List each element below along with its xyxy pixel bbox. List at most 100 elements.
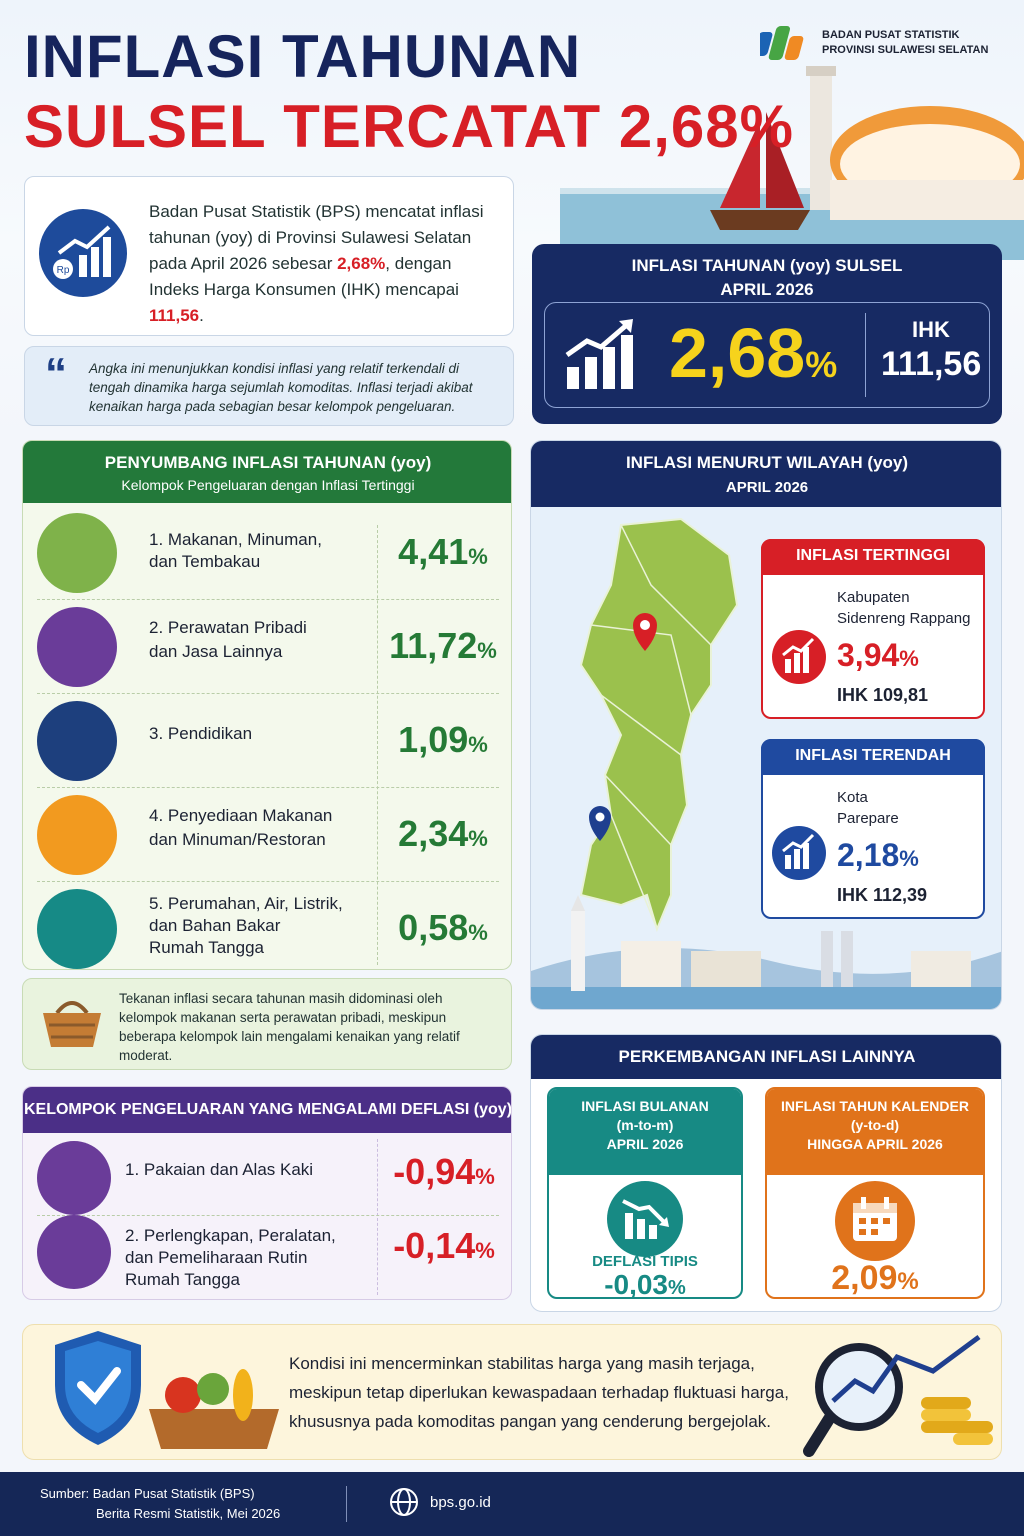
column-divider (377, 1139, 378, 1295)
shopping-basket-icon (43, 1001, 101, 1047)
category-label: 1. Makanan, Minuman, (149, 530, 322, 549)
row-divider (37, 881, 499, 882)
lowest-inflation-card: INFLASI TERENDAH Kota Parepare 2,18% IHK … (761, 739, 985, 919)
monthly-status: DEFLASI TIPIS (592, 1253, 698, 1270)
highest-value: 3,94% (837, 637, 919, 673)
row-divider (37, 693, 499, 694)
kpi-box: 2,68% IHK 111,56 (544, 302, 990, 408)
quote-text: Angka ini menunjukkan kondisi inflasi ya… (89, 361, 473, 414)
ihk-value: 111,56 (881, 345, 982, 383)
other-inflation-panel: PERKEMBANGAN INFLASI LAINNYA INFLASI BUL… (530, 1034, 1002, 1312)
page-title-line1: INFLASI TAHUNAN (24, 23, 582, 90)
category-label: Rumah Tangga (149, 938, 264, 957)
column-divider (377, 525, 378, 965)
footer: Sumber: Badan Pusat Statistik (BPS) Beri… (0, 1472, 1024, 1536)
category-icon (37, 513, 117, 593)
contributor-row: 5. Perumahan, Air, Listrik, dan Bahan Bak… (23, 883, 511, 969)
clothing-icon (37, 1141, 111, 1215)
category-label: dan Minuman/Restoran (149, 830, 326, 849)
landmark-illustration (560, 66, 1024, 260)
category-value: 4,41% (398, 531, 488, 572)
page-title-line2: SULSEL TERCATAT 2,68% (24, 93, 795, 160)
row-divider (37, 599, 499, 600)
headline-kpi-card: INFLASI TAHUNAN (yoy) SULSEL APRIL 2026 … (532, 244, 1002, 424)
regional-header: INFLASI MENURUT WILAYAH (yoy) APRIL 2026 (531, 441, 1001, 507)
growth-chart-icon (772, 826, 826, 880)
other-inflation-header: PERKEMBANGAN INFLASI LAINNYA (531, 1035, 1001, 1079)
map-pin-lowest-icon (589, 806, 611, 841)
category-label: dan Tembakau (149, 552, 261, 571)
intro-text: Badan Pusat Statistik (BPS) mencatat inf… (149, 202, 484, 325)
monthly-inflation-card: INFLASI BULANAN (m-to-m) APRIL 2026 DEFLAS… (547, 1087, 743, 1299)
monthly-value: -0,03% (604, 1269, 686, 1299)
category-label: 3. Pendidikan (149, 724, 253, 743)
category-label: dan Pemeliharaan Rutin (125, 1248, 308, 1267)
category-label: 2. Perawatan Pribadi (149, 618, 307, 637)
category-label: 2. Perlengkapan, Peralatan, (125, 1226, 336, 1245)
category-icon (37, 607, 117, 687)
declining-chart-icon (607, 1181, 683, 1257)
contributors-panel: PENYUMBANG INFLASI TAHUNAN (yoy) Kelompo… (22, 440, 512, 970)
category-label: dan Bahan Bakar (149, 916, 281, 935)
lowest-ihk: IHK 112,39 (837, 885, 928, 905)
contributors-header: PENYUMBANG INFLASI TAHUNAN (yoy) Kelompo… (23, 441, 511, 503)
category-label: 1. Pakaian dan Alas Kaki (125, 1160, 314, 1179)
intro-card: Rp Badan Pusat Statistik (BPS) mencatat … (24, 176, 514, 336)
ytd-value: 2,09% (831, 1259, 919, 1297)
closing-text: Kondisi ini mencerminkan stabilitas harg… (289, 1354, 789, 1431)
category-label: dan Jasa Lainnya (149, 642, 283, 661)
growth-chart-icon (565, 319, 633, 389)
svg-text:Rp: Rp (57, 265, 70, 276)
source-note: Sumber: Badan Pusat Statistik (BPS) Beri… (40, 1486, 281, 1521)
map-pin-highest-icon (633, 613, 657, 651)
row-divider (37, 787, 499, 788)
quote-icon: “ (45, 349, 67, 398)
quote-card: “ Angka ini menunjukkan kondisi inflasi … (24, 346, 514, 426)
household-appliance-icon (37, 1215, 111, 1289)
shield-check-icon (55, 1331, 279, 1449)
organization-name: BADAN PUSAT STATISTIK PROVINSI SULAWESI … (822, 29, 989, 56)
category-icon (37, 795, 117, 875)
category-label: 4. Penyediaan Makanan (149, 806, 333, 825)
rupiah-growth-icon: Rp (39, 209, 127, 297)
regional-inflation-panel: INFLASI MENURUT WILAYAH (yoy) APRIL 2026… (530, 440, 1002, 1010)
category-value: 0,58% (398, 907, 488, 948)
kpi-title: INFLASI TAHUNAN (yoy) SULSEL APRIL 2026 (631, 256, 903, 299)
calendar-icon (835, 1181, 915, 1261)
category-label: 5. Perumahan, Air, Listrik, (149, 894, 343, 913)
contributors-note: Tekanan inflasi secara tahunan masih did… (22, 978, 512, 1070)
deflation-row: 1. Pakaian dan Alas Kaki -0,94% (23, 1139, 511, 1223)
kpi-value: 2,68% (669, 314, 838, 392)
globe-icon (390, 1488, 418, 1516)
category-value: 1,09% (398, 719, 488, 760)
website-link[interactable]: bps.go.id (430, 1494, 491, 1511)
deflation-panel: KELOMPOK PENGELUARAN YANG MENGALAMI DEFL… (22, 1086, 512, 1300)
note-text: Tekanan inflasi secara tahunan masih did… (119, 991, 460, 1063)
ytd-inflation-card: INFLASI TAHUN KALENDER (y-to-d) HINGGA APR… (765, 1087, 985, 1299)
deflation-row: 2. Perlengkapan, Peralatan, dan Pemelihar… (23, 1213, 511, 1297)
highest-inflation-card: INFLASI TERTINGGI Kabupaten Sidenreng Rap… (761, 539, 985, 719)
deflation-value: -0,94% (393, 1151, 495, 1192)
row-divider (37, 1215, 499, 1216)
contributor-row: 4. Penyediaan Makanan dan Minuman/Restora… (23, 789, 511, 881)
highest-region-name: Kabupaten Sidenreng Rappang (837, 589, 971, 627)
closing-banner: Kondisi ini mencerminkan stabilitas harg… (22, 1324, 1002, 1460)
sulawesi-selatan-map (579, 517, 739, 933)
deflation-header: KELOMPOK PENGELUARAN YANG MENGALAMI DEFL… (23, 1087, 511, 1133)
category-icon (37, 701, 117, 781)
contributor-row: 3. Pendidikan 1,09% (23, 695, 511, 787)
ihk-label: IHK (912, 317, 950, 342)
category-value: 2,34% (398, 813, 488, 854)
lowest-value: 2,18% (837, 837, 919, 873)
category-label: Rumah Tangga (125, 1270, 240, 1289)
highest-ihk: IHK 109,81 (837, 685, 929, 705)
lowest-region-name: Kota Parepare (837, 789, 899, 827)
bps-logo-icon (760, 26, 804, 60)
magnifier-coins-icon (803, 1334, 993, 1457)
growth-chart-icon (772, 630, 826, 684)
deflation-value: -0,14% (393, 1225, 495, 1266)
category-icon (37, 889, 117, 969)
contributor-row: 1. Makanan, Minuman, dan Tembakau 4,41% (23, 507, 511, 599)
city-skyline-illustration (531, 895, 1001, 1009)
footer-divider (346, 1486, 347, 1522)
